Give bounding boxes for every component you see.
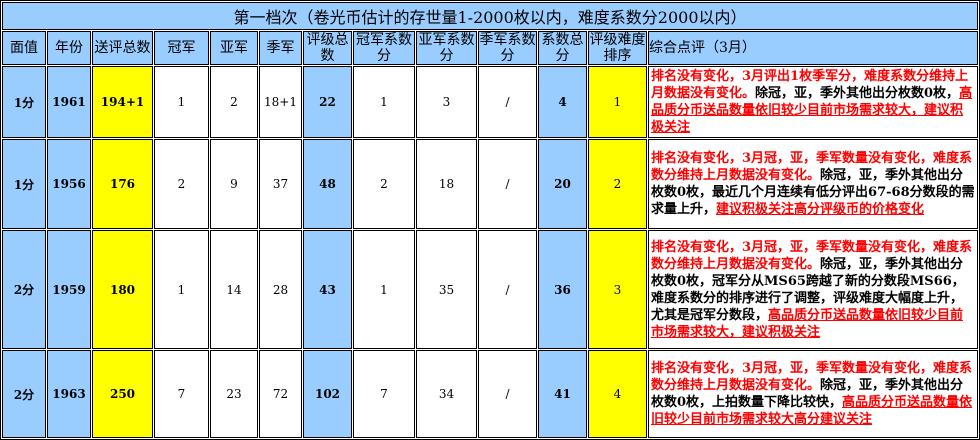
table-cell: 1 <box>154 230 209 349</box>
column-header: 评级总数 <box>303 31 352 65</box>
comment-text: 除冠，亚，季外其他出分枚数0枚，上拍数量下降比较快， <box>651 378 964 410</box>
table-cell: 1 <box>353 230 415 349</box>
table-row: 1分 1956 176 2 9 37 48 2 18/20 2 排名没有变化，3月冠，亚，季军数量没… <box>2 139 978 229</box>
comment-highlight: 排名没有变化，3月冠，亚，季军数量没有变化，难度系数分维持上月数据没有变化。 <box>651 361 973 393</box>
table-cell: 72 <box>259 350 302 438</box>
column-header: 综合点评（3月） <box>648 31 978 65</box>
column-header: 送评总数 <box>92 31 153 65</box>
column-header: 冠军 <box>154 31 209 65</box>
table-cell: 3 <box>588 230 647 349</box>
column-header: 季军 <box>259 31 302 65</box>
table-cell: 7 <box>353 350 415 438</box>
table-cell: 36 <box>538 230 587 349</box>
comment-recommendation: 建议积极关注高分评级币的价格变化 <box>716 202 925 217</box>
table-cell: 250 <box>92 350 153 438</box>
table-cell: 2分 <box>2 230 46 349</box>
table-cell: 43 <box>303 230 352 349</box>
comment-highlight: 排名没有变化，3月冠，亚，季军数量没有变化，难度系数分维持上月数据没有变化。 <box>651 239 973 272</box>
table-cell: 3 <box>416 66 477 138</box>
table-cell: 2分 <box>2 350 46 438</box>
table-cell: 1959 <box>47 230 91 349</box>
table-cell: 7 <box>154 350 209 438</box>
column-header: 系数总分 <box>538 31 587 65</box>
column-header: 亚军 <box>210 31 258 65</box>
table-cell: / <box>478 350 537 438</box>
comment-cell: 排名没有变化，3月评出1枚季军分，难度系数分维持上月数据没有变化。除冠，亚，季外… <box>648 66 978 138</box>
comment-text: 除冠，亚，季外其他出分枚数0枚，冠军分从MS65跨越了新的分数段MS66，难度系… <box>651 256 965 323</box>
table-title: 第一档次（卷光币估计的存世量1-2000枚以内，难度系数分2000以内） <box>2 2 978 30</box>
table-cell: 2 <box>154 139 209 229</box>
table-cell: 1 <box>154 66 209 138</box>
table-cell: 14 <box>210 230 258 349</box>
column-header: 冠军系数分 <box>353 31 415 65</box>
table-cell: 23 <box>210 350 258 438</box>
comment-cell: 排名没有变化，3月冠，亚，季军数量没有变化，难度系数分维持上月数据没有变化。除冠… <box>648 230 978 349</box>
table-cell: 1 <box>353 66 415 138</box>
table-cell: 180 <box>92 230 153 349</box>
table-cell: / <box>478 139 537 229</box>
comment-text: 除冠，亚，季外其他出分枚数0枚，最近几个月连续有低分评出67-68分数段的需求量… <box>651 168 975 217</box>
table-cell: 2 <box>353 139 415 229</box>
table-cell: 2 <box>588 139 647 229</box>
column-header: 亚军系数分 <box>416 31 477 65</box>
table-cell: 48 <box>303 139 352 229</box>
column-header: 季军系数分 <box>478 31 537 65</box>
table-row: 2分 1963 250 7 23 72 102 7 34/41 4 排名没有变化，3月冠，亚，季军数… <box>2 350 978 438</box>
table-cell: 1分 <box>2 139 46 229</box>
table-cell: 102 <box>303 350 352 438</box>
comment-recommendation: 高品质分币送品数量依旧较少目前市场需求较大高分建议关注 <box>651 395 973 427</box>
table-cell: 18 <box>416 139 477 229</box>
table-cell: 41 <box>538 350 587 438</box>
table-cell: / <box>478 66 537 138</box>
table-cell: 194+1 <box>92 66 153 138</box>
table-cell: 1956 <box>47 139 91 229</box>
table-cell: / <box>478 230 537 349</box>
column-header: 年份 <box>47 31 91 65</box>
table-cell: 4 <box>588 350 647 438</box>
table-cell: 9 <box>210 139 258 229</box>
column-header: 面值 <box>2 31 46 65</box>
table-cell: 176 <box>92 139 153 229</box>
comment-highlight: 排名没有变化，3月冠，亚，季军数量没有变化，难度系数分维持上月数据没有变化。 <box>651 151 973 183</box>
table-cell: 35 <box>416 230 477 349</box>
table-cell: 4 <box>538 66 587 138</box>
column-header: 评级难度排序 <box>588 31 647 65</box>
comment-recommendation: 高品质分币送品数量依旧较少目前市场需求较大，建议积极关注 <box>651 307 964 340</box>
comment-cell: 排名没有变化，3月冠，亚，季军数量没有变化，难度系数分维持上月数据没有变化。除冠… <box>648 350 978 438</box>
header-row: 面值 年份 送评总数 冠军 亚军 季军 评级总数 冠军系数分 亚军系数分 季军系数分 系数总分 评级难… <box>2 31 978 65</box>
table-row: 2分 1959 180 1 14 28 43 1 35/36 3 排名没有变化，3月冠，亚，季军数量… <box>2 230 978 349</box>
table-cell: 18+1 <box>259 66 302 138</box>
table-cell: 22 <box>303 66 352 138</box>
table-cell: 37 <box>259 139 302 229</box>
table-cell: 28 <box>259 230 302 349</box>
table-cell: 1963 <box>47 350 91 438</box>
table-cell: 34 <box>416 350 477 438</box>
comment-recommendation: 高品质分币送品数量依旧较少目前市场需求较大，建议积极关注 <box>651 86 973 135</box>
comment-cell: 排名没有变化，3月冠，亚，季军数量没有变化，难度系数分维持上月数据没有变化。除冠… <box>648 139 978 229</box>
comment-highlight: 排名没有变化，3月评出1枚季军分，难度系数分维持上月数据没有变化。 <box>651 69 969 101</box>
table-cell: 2 <box>210 66 258 138</box>
comment-text: 除冠，亚，季外其他出分枚数0枚， <box>755 86 960 101</box>
table-cell: 1 <box>588 66 647 138</box>
table-cell: 20 <box>538 139 587 229</box>
table-row: 1分 1961 194+1 1 2 18+1 22 1 3/4 1 排名没有变化，3月评出1枚季军分… <box>2 66 978 138</box>
table-cell: 1961 <box>47 66 91 138</box>
table-cell: 1分 <box>2 66 46 138</box>
